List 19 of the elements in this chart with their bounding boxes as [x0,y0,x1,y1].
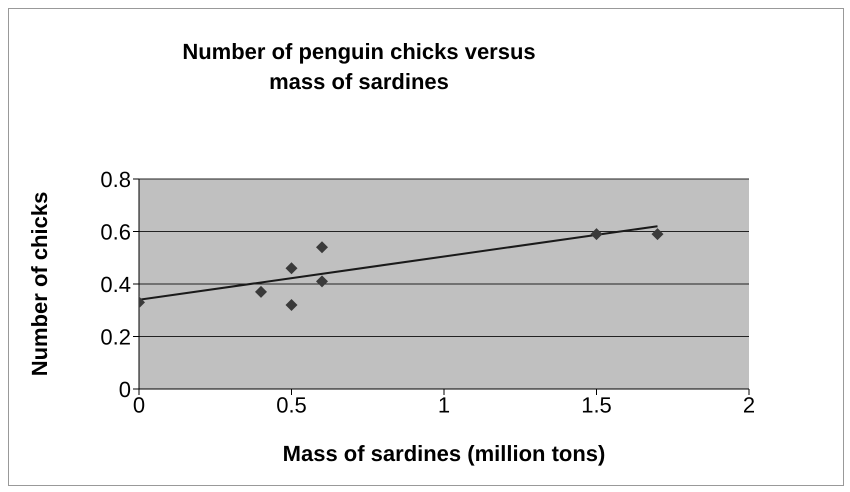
x-tick-label: 2 [742,392,756,418]
point [590,228,602,240]
y-tick-label: 0 [118,376,131,402]
x-tick-label: 0.5 [276,392,307,418]
chart-title: Number of penguin chicks versus mass of sardines [181,38,537,96]
y-axis-title: Number of chicks [26,192,52,376]
point [286,299,298,311]
point [652,228,664,240]
y-tick-label: 0.2 [100,324,131,350]
x-tick-label: 1 [438,392,450,418]
y-tick-label: 0.4 [100,272,131,297]
point [286,262,298,274]
x-axis-title: Mass of sardines (million tons) [282,441,606,466]
point [316,241,328,254]
x-tick-label: 1.5 [581,392,612,418]
point [316,275,328,288]
point [255,286,267,298]
y-tick-label: 0.6 [100,219,131,244]
y-tick-label: 0.8 [100,166,131,192]
